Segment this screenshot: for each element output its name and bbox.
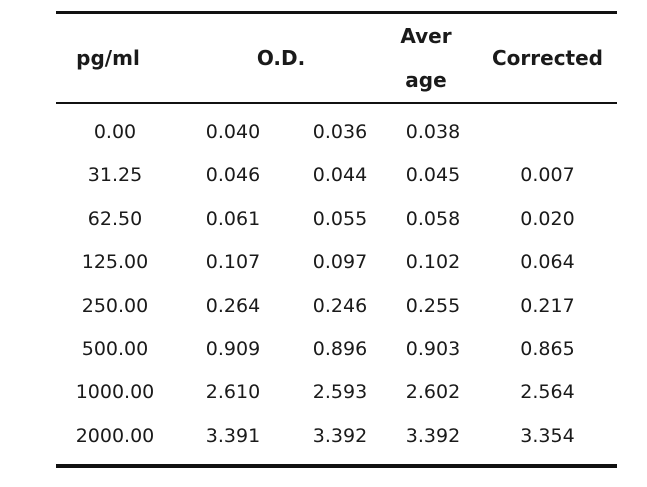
corrected-cell: 0.217 — [520, 294, 575, 317]
od-2-cell: 3.392 — [312, 424, 368, 447]
corrected-cell: 2.564 — [520, 381, 575, 404]
concentration-cell: 0.00 — [93, 121, 137, 143]
corrected-cell: 0.064 — [520, 251, 575, 274]
average-cell: 0.255 — [405, 294, 461, 317]
table-top-rule — [56, 11, 617, 14]
header-concentration: pg/ml — [76, 46, 140, 70]
od-1-cell: 0.107 — [205, 251, 261, 274]
od-1-cell: 0.909 — [205, 337, 261, 360]
average-cell: 0.045 — [405, 164, 461, 187]
od-2-cell: 0.036 — [312, 121, 368, 143]
table-row: 0.00 0.040 0.036 0.038 — [56, 111, 617, 154]
table-row: 250.00 0.264 0.246 0.255 0.217 — [56, 285, 617, 328]
header-corrected: Corrected — [491, 46, 603, 70]
concentration-cell: 125.00 — [81, 251, 149, 274]
od-1-cell: 0.061 — [205, 207, 261, 230]
od-2-cell: 0.097 — [312, 251, 368, 274]
corrected-cell — [478, 111, 617, 154]
average-cell: 0.102 — [405, 251, 461, 274]
corrected-cell: 0.020 — [520, 207, 575, 230]
od-2-cell: 0.044 — [312, 164, 368, 187]
table-header-rule — [56, 102, 617, 104]
header-average-line2: age — [405, 68, 447, 92]
corrected-cell: 0.007 — [520, 164, 575, 187]
od-2-cell: 2.593 — [312, 381, 368, 404]
corrected-cell: 0.865 — [520, 337, 575, 360]
concentration-cell: 31.25 — [87, 164, 143, 187]
table-header: pg/ml O.D. Aver age Corrected — [56, 14, 617, 102]
header-average-line1: Aver — [400, 24, 452, 48]
concentration-cell: 1000.00 — [75, 381, 155, 404]
od-2-cell: 0.246 — [312, 294, 368, 317]
table-row: 500.00 0.909 0.896 0.903 0.865 — [56, 328, 617, 371]
data-table: pg/ml O.D. Aver age Corrected 0.00 0.040 0… — [56, 11, 617, 469]
table-body: 0.00 0.040 0.036 0.038 31.25 0.046 0.044 0.045 0… — [56, 104, 617, 458]
average-cell: 0.058 — [405, 207, 461, 230]
average-cell: 0.903 — [405, 337, 461, 360]
table-row: 125.00 0.107 0.097 0.102 0.064 — [56, 241, 617, 284]
table-row: 1000.00 2.610 2.593 2.602 2.564 — [56, 371, 617, 414]
od-1-cell: 3.391 — [205, 424, 261, 447]
table-row: 31.25 0.046 0.044 0.045 0.007 — [56, 154, 617, 197]
od-2-cell: 0.896 — [312, 337, 368, 360]
table-row: 62.50 0.061 0.055 0.058 0.020 — [56, 198, 617, 241]
header-average: Aver age — [396, 14, 456, 102]
average-cell: 0.038 — [405, 121, 461, 143]
concentration-cell: 250.00 — [81, 294, 149, 317]
od-1-cell: 2.610 — [205, 381, 261, 404]
od-1-cell: 0.046 — [205, 164, 261, 187]
average-cell: 2.602 — [405, 381, 461, 404]
header-od: O.D. — [256, 46, 306, 70]
average-cell: 3.392 — [405, 424, 461, 447]
concentration-cell: 500.00 — [81, 337, 149, 360]
table-bottom-rule — [56, 464, 617, 469]
od-2-cell: 0.055 — [312, 207, 368, 230]
od-1-cell: 0.040 — [205, 121, 261, 143]
od-1-cell: 0.264 — [205, 294, 261, 317]
corrected-cell: 3.354 — [520, 424, 575, 447]
concentration-cell: 2000.00 — [75, 424, 155, 447]
table-row: 2000.00 3.391 3.392 3.392 3.354 — [56, 415, 617, 458]
concentration-cell: 62.50 — [87, 207, 143, 230]
